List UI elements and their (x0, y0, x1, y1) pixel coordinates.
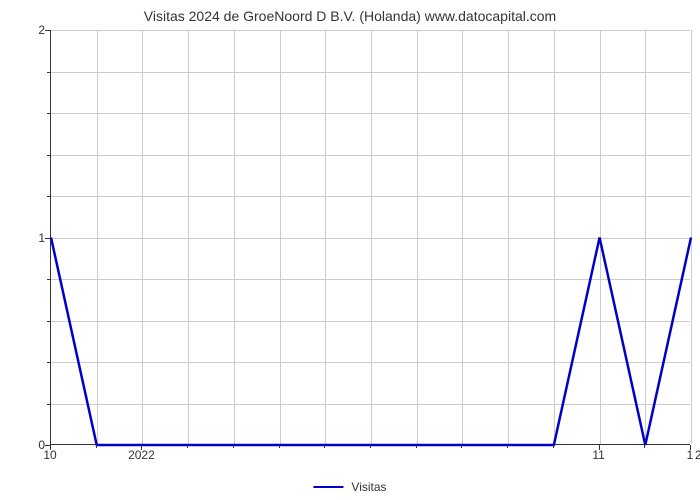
x-tick-label: 10 (43, 448, 56, 462)
x-tick-label: 11 (592, 448, 604, 462)
y-tick-label: 2 (38, 23, 45, 37)
y-tick-minor (47, 279, 50, 280)
data-line (51, 30, 691, 445)
x-tick-minor (370, 445, 371, 448)
grid-vertical (691, 30, 692, 444)
chart-title: Visitas 2024 de GroeNoord D B.V. (Holand… (0, 0, 700, 24)
legend: Visitas (313, 480, 386, 494)
y-tick-minor (47, 113, 50, 114)
x-tick-label-cutoff: 202 (695, 448, 700, 462)
y-tick-minor (47, 404, 50, 405)
x-tick-minor (507, 445, 508, 448)
x-tick-minor (416, 445, 417, 448)
x-tick (690, 445, 691, 450)
x-tick-minor (233, 445, 234, 448)
y-tick-label: 1 (38, 231, 45, 245)
x-tick-label: 1 (687, 448, 694, 462)
legend-label: Visitas (351, 480, 386, 494)
plot-region (50, 30, 690, 445)
x-tick-minor (279, 445, 280, 448)
y-tick-minor (47, 321, 50, 322)
y-tick (45, 238, 50, 239)
y-tick-minor (47, 155, 50, 156)
y-tick (45, 30, 50, 31)
x-tick-minor (644, 445, 645, 448)
chart-plot-area (50, 30, 690, 445)
x-tick-label: 2022 (128, 448, 155, 462)
legend-swatch (313, 486, 343, 488)
x-tick-minor (324, 445, 325, 448)
x-tick (599, 445, 600, 450)
x-tick-minor (461, 445, 462, 448)
x-tick (141, 445, 142, 450)
y-tick-minor (47, 72, 50, 73)
x-tick-minor (187, 445, 188, 448)
y-tick-minor (47, 196, 50, 197)
x-tick-minor (553, 445, 554, 448)
x-tick-minor (96, 445, 97, 448)
x-tick (50, 445, 51, 450)
y-tick-minor (47, 362, 50, 363)
